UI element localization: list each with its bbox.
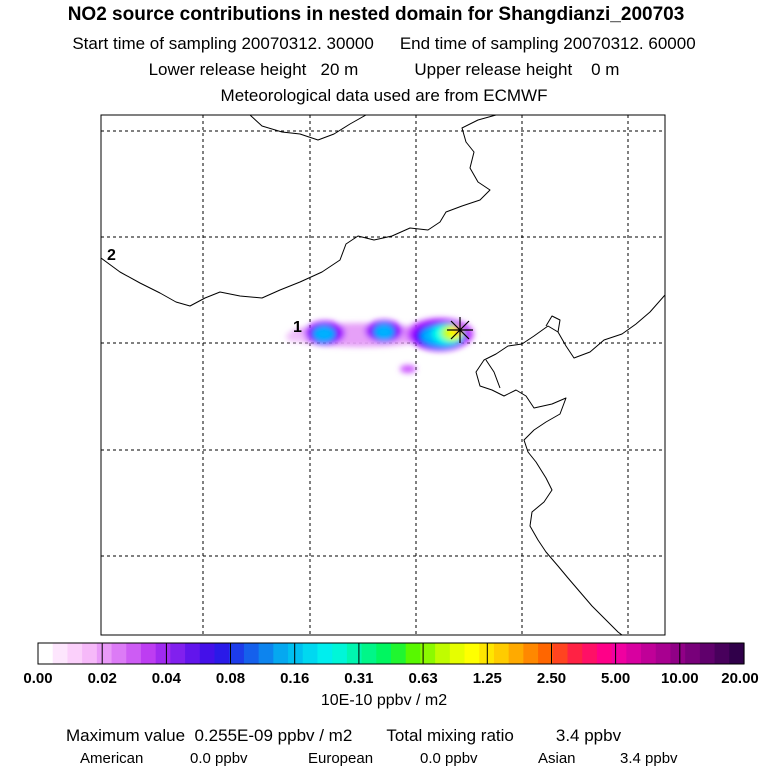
colorbar-tick-label: 2.50 [536,670,567,687]
colorbar-cell [185,643,201,664]
lower-release-height: Lower release height 20 m [148,60,359,79]
colorbar-cell [670,643,686,664]
colorbar-tick-label: 10.00 [661,670,699,687]
colorbar-cell [214,643,230,664]
colorbar-tick-label: 0.31 [344,670,374,687]
colorbar-cells [38,643,745,664]
colorbar-ticks [101,643,681,664]
map-frame [100,114,666,636]
colorbar-tick-label: 0.02 [87,670,117,687]
start-time-label: Start time of sampling 20070312. 30000 [72,34,374,53]
colorbar-tick-label: 0.08 [215,670,246,687]
upper-release-height: Upper release height 0 m [414,60,620,79]
colorbar-cell [582,643,598,664]
colorbar-cell [96,643,113,664]
colorbar-cell [332,643,348,664]
map-title: NO2 source contributions in nested domai… [67,4,685,25]
total-mixing-value: 3.4 ppbv [555,726,622,745]
colorbar-cell [420,643,436,664]
colorbar-cell [361,643,377,664]
colorbar-tick-label: 0.00 [23,670,53,687]
concentration-plume [286,318,474,373]
colorbar-cell [155,643,171,664]
colorbar-cell [729,643,745,664]
sampling-times: Start time of sampling 20070312. 30000 En… [0,34,768,54]
met-data-label: Meteorological data used are from ECMWF [220,86,548,105]
colorbar-cell [435,643,451,664]
european-label: European [308,750,374,767]
colorbar-tick-label: 0.16 [280,670,310,687]
colorbar-cell [52,643,69,664]
colorbar-cell [243,643,260,664]
colorbar-cell [567,643,583,664]
colorbar-tick-label: 20.00 [721,670,759,687]
colorbar-cell [126,643,142,664]
colorbar-cell [552,643,569,664]
colorbar-tick-label: 0.63 [408,670,438,687]
colorbar-cell [170,643,186,664]
colorbar-cell [685,643,701,664]
european-value: 0.0 ppbv [420,750,478,767]
colorbar-cell [626,643,642,664]
grid-lines [101,115,665,635]
colorbar-cell [288,643,304,664]
colorbar-cell [611,643,627,664]
colorbar-cell [302,643,319,664]
colorbar-cell [317,643,333,664]
colorbar-cell [199,643,216,664]
colorbar-cell [714,643,730,664]
colorbar-tick-label: 0.04 [151,670,181,687]
colorbar-cell [229,643,245,664]
release-heights: Lower release height 20 m Upper release h… [0,60,768,80]
end-time-label: End time of sampling 20070312. 60000 [399,34,696,53]
colorbar-cell [67,643,83,664]
star-cross-icon [447,317,473,343]
colorbar-cell [346,643,363,664]
colorbar-cell [523,643,539,664]
colorbar-cell [449,643,466,664]
colorbar-cell [273,643,289,664]
colorbar-tick-label: 5.00 [600,670,631,687]
colorbar-cell [111,643,127,664]
american-value: 0.0 ppbv [190,750,248,767]
asian-label: Asian [538,750,576,767]
colorbar-cell [140,643,157,664]
colorbar-cell [464,643,480,664]
colorbar-frame [37,642,745,665]
colorbar-units: 10E-10 ppbv / m2 [320,692,448,709]
colorbar-cell [538,643,554,664]
colorbar-cell [508,643,524,664]
max-value-label: Maximum value 0.255E-09 ppbv / m2 [66,726,353,745]
colorbar-cell [596,643,613,664]
colorbar-cell [641,643,657,664]
marker-label-2: 2 [107,247,116,264]
country-borders [101,115,665,635]
marker-label-1: 1 [293,319,302,336]
colorbar-cell [258,643,274,664]
total-mixing-label: Total mixing ratio [386,726,514,745]
colorbar-cell [38,643,54,664]
colorbar-cell [699,643,716,664]
colorbar-tick-label: 1.25 [472,670,502,687]
colorbar-cell [376,643,392,664]
summary-row: Maximum value 0.255E-09 ppbv / m2 Total m… [66,726,621,746]
american-label: American [80,750,144,767]
colorbar-cell [391,643,407,664]
colorbar-cell [493,643,510,664]
colorbar-cell [82,643,98,664]
colorbar-cell [405,643,422,664]
asian-value: 3.4 ppbv [620,750,678,767]
colorbar-cell [655,643,672,664]
